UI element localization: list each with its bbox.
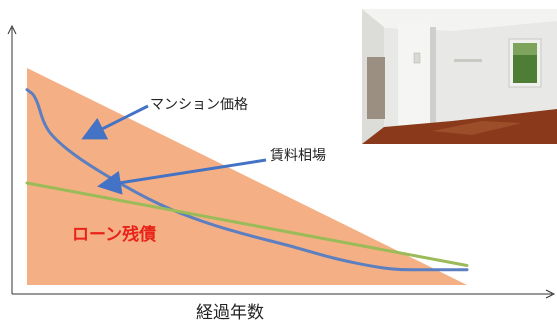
rent-market-line [25,181,469,267]
rent-market-label: 賃料相場 [270,148,326,164]
condo-price-pointer-arrow [81,104,149,140]
x-axis-arrowhead [545,289,556,299]
rent-market-pointer-arrow [97,158,267,195]
condo-price-line [25,88,469,272]
photo-doorway [367,57,385,119]
photo-pillar-shadow [430,27,436,135]
y-axis-arrowhead [7,24,17,35]
x-axis-label: 経過年数 [196,303,264,323]
photo-floor-sheen [432,121,522,135]
apartment-room-photo [362,9,557,144]
condo-price-label: マンション価格 [150,97,248,113]
photo-panel [413,52,421,64]
photo-shelf [454,59,482,62]
photo-window-highlight [513,43,537,55]
photo-pillar [398,23,430,135]
loan-balance-area [27,68,467,285]
loan-balance-label: ローン残債 [72,224,156,245]
